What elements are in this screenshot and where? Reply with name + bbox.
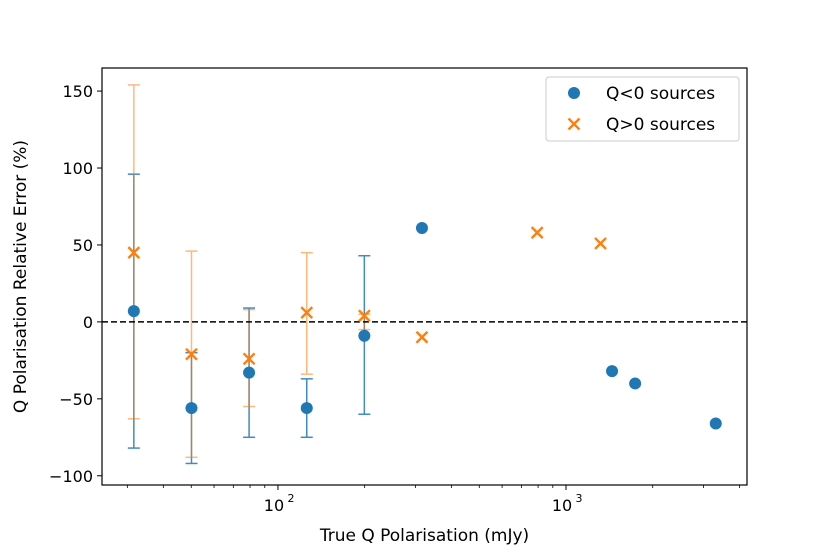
data-point-q-neg	[300, 402, 313, 415]
x-tick-label: 10	[264, 496, 284, 515]
data-point-q-pos	[530, 226, 544, 239]
y-axis-label: Q Polarisation Relative Error (%)	[11, 140, 31, 413]
marker-stroke	[530, 226, 544, 239]
legend: Q<0 sources Q>0 sources	[545, 76, 740, 142]
data-point-q-pos	[185, 347, 198, 361]
data-point-q-neg	[243, 366, 256, 379]
marker-stroke	[415, 330, 429, 344]
y-tick-label: 0	[83, 313, 93, 332]
data-point-q-neg	[358, 329, 371, 342]
data-point-q-neg	[415, 222, 428, 235]
legend-marker	[568, 87, 580, 99]
axes-frame	[101, 67, 748, 486]
x-tick-exponent: 2	[287, 492, 294, 505]
data-point-q-pos	[242, 352, 256, 366]
legend-box	[545, 76, 740, 142]
y-tick-label: −100	[49, 467, 93, 486]
x-tick-exponent: 3	[575, 492, 582, 505]
data-point-q-pos	[357, 309, 371, 323]
marker-stroke	[242, 352, 256, 366]
legend-marker	[567, 117, 581, 131]
x-axis-label: True Q Polarisation (mJy)	[319, 526, 529, 546]
marker-stroke	[127, 246, 141, 259]
y-tick-label: −50	[59, 390, 93, 409]
data-point-q-neg	[709, 417, 722, 430]
data-point-q-neg	[185, 402, 198, 415]
data-point-q-pos	[415, 330, 429, 344]
marker-stroke	[567, 117, 581, 131]
data-point-q-neg	[127, 305, 140, 318]
legend-label: Q>0 sources	[606, 115, 715, 135]
y-tick-label: 100	[62, 159, 93, 178]
data-point-q-pos	[127, 246, 141, 259]
legend-label: Q<0 sources	[606, 84, 715, 104]
data-point-q-neg	[606, 365, 619, 378]
marker-stroke	[594, 237, 607, 250]
data-point-q-pos	[594, 237, 607, 250]
error-bars	[127, 84, 371, 465]
marker-stroke	[357, 309, 371, 323]
data-point-q-pos	[300, 306, 314, 320]
data-points	[127, 222, 722, 430]
x-tick-label: 10	[552, 496, 572, 515]
y-tick-label: 50	[73, 236, 93, 255]
data-point-q-neg	[629, 377, 642, 390]
marker-stroke	[300, 306, 314, 320]
marker-stroke	[185, 347, 198, 361]
y-tick-label: 150	[62, 82, 93, 101]
